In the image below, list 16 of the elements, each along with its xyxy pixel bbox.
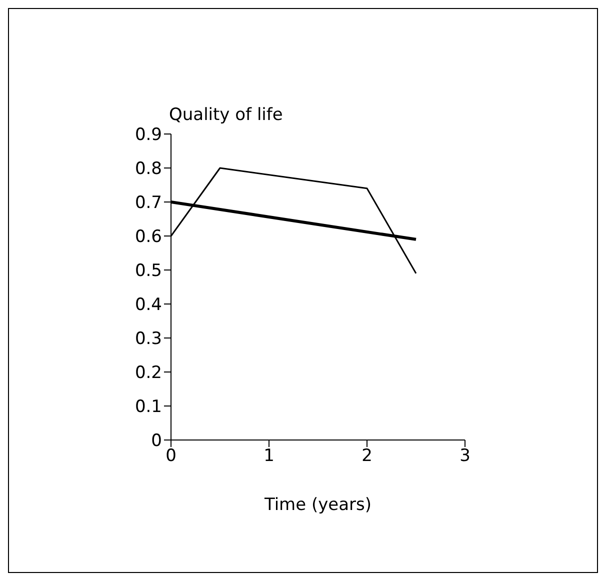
y-tick-label: 0.2 bbox=[134, 363, 162, 384]
y-tick-label: 0.6 bbox=[134, 227, 162, 248]
y-tick-label: 0.5 bbox=[134, 261, 162, 282]
y-tick-label: 0.1 bbox=[134, 397, 162, 418]
y-tick-label: 0.3 bbox=[134, 329, 162, 350]
y-tick-label: 0.8 bbox=[134, 159, 162, 180]
y-tick-label: 0 bbox=[151, 431, 162, 452]
x-tick-label: 1 bbox=[264, 446, 274, 466]
x-axis-title: Time (years) bbox=[263, 495, 372, 515]
y-tick-label: 0.9 bbox=[134, 125, 162, 146]
x-tick-label: 0 bbox=[166, 446, 176, 466]
y-tick-label: 0.4 bbox=[134, 295, 162, 316]
y-tick-label: 0.7 bbox=[134, 193, 162, 214]
y-axis-title: Quality of life bbox=[169, 105, 283, 125]
x-tick-label: 2 bbox=[362, 446, 372, 466]
x-tick-label: 3 bbox=[460, 446, 470, 466]
